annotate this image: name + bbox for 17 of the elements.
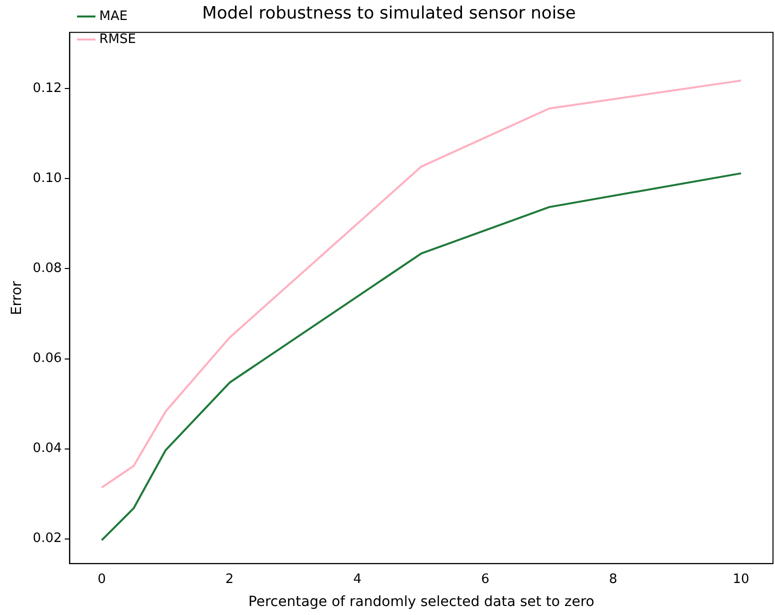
y-tick-label: 0.06 <box>32 351 62 366</box>
y-tick-label: 0.12 <box>32 81 62 96</box>
x-tick-label: 6 <box>481 572 490 587</box>
x-tick-label: 4 <box>353 572 362 587</box>
x-tick-label: 10 <box>732 572 750 587</box>
legend-label: MAE <box>99 8 128 24</box>
legend-label: RMSE <box>99 32 136 47</box>
y-tick-label: 0.08 <box>32 261 62 276</box>
y-tick-label: 0.10 <box>32 171 62 186</box>
chart-title: Model robustness to simulated sensor noise <box>202 4 576 24</box>
y-tick-label: 0.02 <box>32 531 62 546</box>
y-axis-title: Error <box>9 280 26 316</box>
x-tick-label: 8 <box>609 572 618 587</box>
x-tick-label: 0 <box>98 572 106 587</box>
y-tick-label: 0.04 <box>32 441 62 456</box>
x-tick-label: 2 <box>225 572 234 587</box>
x-axis-title: Percentage of randomly selected data set to zero <box>248 594 594 610</box>
